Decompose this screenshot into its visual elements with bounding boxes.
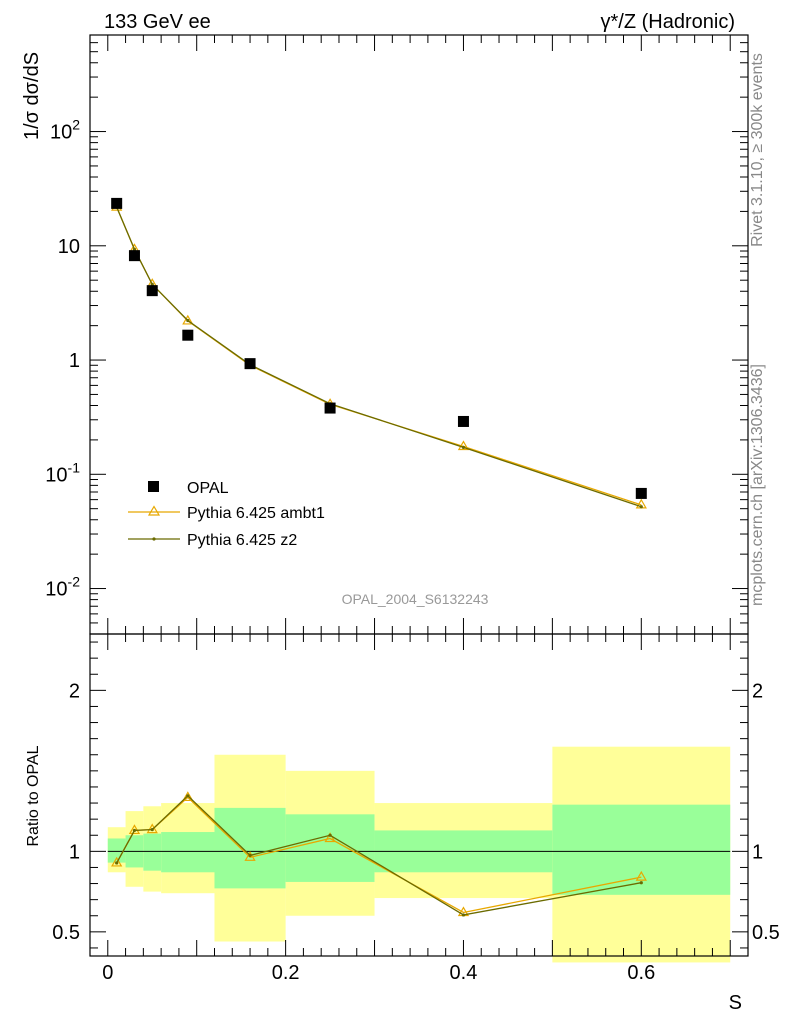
x-tick-label: 0.2 xyxy=(272,962,300,984)
legend-label-z2: Pythia 6.425 z2 xyxy=(187,532,297,549)
ratio-z2-marker xyxy=(248,853,252,857)
ratio-uncertainty-bands xyxy=(107,746,731,963)
ratio-y-axis-label: Ratio to OPAL xyxy=(25,745,42,846)
opal-data-point xyxy=(324,402,336,414)
opal-data-point xyxy=(635,487,647,499)
main-y-tick-label: 102 xyxy=(50,117,80,144)
main-z2-marker xyxy=(639,505,643,509)
main-z2-marker xyxy=(461,445,466,449)
main-z2-marker xyxy=(186,318,190,323)
ratio-y-tick-label-left: 0.5 xyxy=(52,922,80,944)
ratio-y-tick-label-right: 2 xyxy=(752,680,763,702)
mcplots-label: mcplots.cern.ch [arXiv:1306.3436] xyxy=(749,364,766,606)
ratio-ambt1-marker xyxy=(182,791,194,802)
ratio-ambt1-marker xyxy=(146,823,158,834)
ratio-ambt1-marker xyxy=(244,851,256,861)
opal-data-point xyxy=(244,358,256,370)
x-axis-label: S xyxy=(729,992,742,1014)
analysis-watermark: OPAL_2004_S6132243 xyxy=(342,591,489,607)
main-y-axis-label: 1/σ dσ/dS xyxy=(21,52,43,140)
opal-data-point xyxy=(182,329,194,341)
ratio-curve-z2 xyxy=(116,794,642,916)
main-ambt1-marker xyxy=(182,314,194,325)
main-curve-ambt1 xyxy=(116,206,642,506)
main-z2-marker xyxy=(150,282,154,286)
x-tick-label: 0.4 xyxy=(450,962,478,984)
ratio-ambt1-marker xyxy=(635,870,647,881)
header-right-label: γ*/Z (Hadronic) xyxy=(601,11,735,33)
band-inner-2 xyxy=(143,833,162,871)
band-inner-4 xyxy=(214,807,286,889)
ratio-ambt1-marker xyxy=(111,856,123,867)
ratio-z2-marker xyxy=(150,828,154,832)
opal-data-point xyxy=(146,285,158,297)
ratio-frame xyxy=(89,633,749,957)
x-tick-label: 0 xyxy=(102,962,113,984)
opal-data-point xyxy=(111,197,123,209)
ratio-y-tick-label-right: 0.5 xyxy=(752,922,780,944)
band-inner-5 xyxy=(285,814,375,882)
ratio-ambt1-marker xyxy=(128,824,141,835)
opal-data-point xyxy=(457,415,469,427)
main-y-tick-label: 10-2 xyxy=(45,574,80,601)
main-y-tick-label: 10 xyxy=(58,236,80,258)
ratio-ambt1-marker xyxy=(324,832,336,843)
legend-marker-z2 xyxy=(152,537,156,541)
ratio-z2-marker xyxy=(186,794,190,798)
main-y-tick-label: 10-1 xyxy=(45,459,80,486)
opal-data-point xyxy=(128,250,140,262)
ratio-z2-marker xyxy=(639,881,643,885)
legend-label-ambt1: Pythia 6.425 ambt1 xyxy=(187,505,325,522)
legend-marker-opal xyxy=(148,481,159,492)
legend-label-opal: OPAL xyxy=(187,480,229,497)
main-y-tick-label: 1 xyxy=(69,350,80,372)
tick-exponent: 2 xyxy=(72,117,80,133)
ratio-y-tick-label-left: 1 xyxy=(69,841,80,863)
main-ambt1-marker xyxy=(457,440,470,451)
tick-exponent: -1 xyxy=(68,459,81,475)
ratio-y-tick-label-left: 2 xyxy=(69,680,80,702)
ratio-z2-marker xyxy=(132,828,137,833)
band-inner-0 xyxy=(107,838,126,863)
x-tick-label: 0.6 xyxy=(627,962,655,984)
ratio-y-tick-label-right: 1 xyxy=(752,841,763,863)
ratio-z2-marker xyxy=(461,913,466,917)
header-left-label: 133 GeV ee xyxy=(104,11,211,33)
main-curve-z2 xyxy=(116,206,642,508)
data-markers xyxy=(111,197,647,499)
rivet-version-label: Rivet 3.1.10, ≥ 300k events xyxy=(749,53,766,247)
plot-frames xyxy=(89,34,749,957)
ratio-z2-marker xyxy=(115,861,119,865)
band-inner-3 xyxy=(161,832,215,873)
axis-ticks xyxy=(89,34,748,956)
legend: OPAL Pythia 6.425 ambt1 Pythia 6.425 z2 xyxy=(128,480,325,549)
tick-exponent: -2 xyxy=(68,574,81,590)
tick-labels: 10-2 10-1 1 10 102 0.5 0.5 1 1 2 2 0 0.2 0.4 0.6 xyxy=(45,117,780,984)
legend-marker-ambt1 xyxy=(147,505,161,516)
ratio-z2-marker xyxy=(328,833,332,837)
